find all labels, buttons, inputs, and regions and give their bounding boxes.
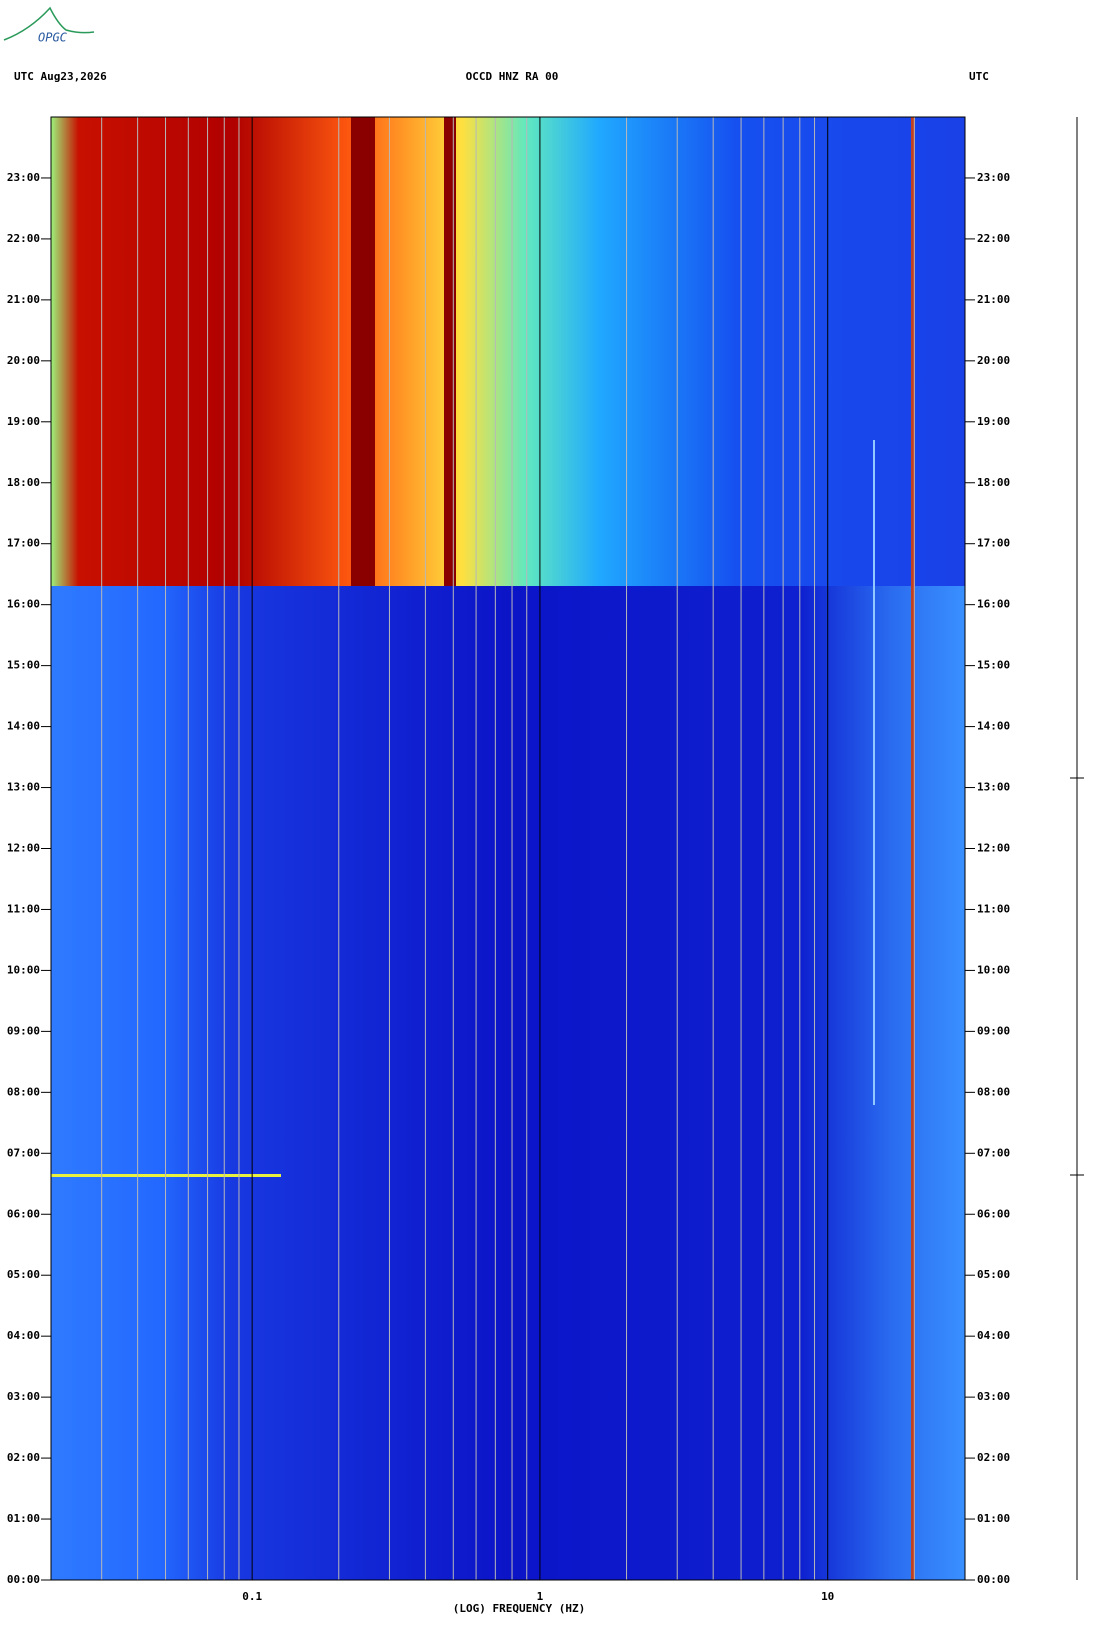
y-tick-label-left: 08:00 bbox=[7, 1085, 40, 1098]
y-tick-label-right: 03:00 bbox=[977, 1390, 1010, 1403]
x-tick-label: 0.1 bbox=[242, 1590, 262, 1603]
y-tick-label-left: 06:00 bbox=[7, 1207, 40, 1220]
y-tick-label-right: 11:00 bbox=[977, 902, 1010, 915]
plot-frame bbox=[50, 116, 966, 1581]
y-tick-label-left: 17:00 bbox=[7, 537, 40, 550]
y-tick-label-left: 20:00 bbox=[7, 354, 40, 367]
y-tick-label-left: 22:00 bbox=[7, 232, 40, 245]
y-tick-label-right: 10:00 bbox=[977, 963, 1010, 976]
y-tick-label-right: 08:00 bbox=[977, 1085, 1010, 1098]
y-tick-label-right: 19:00 bbox=[977, 415, 1010, 428]
y-tick-label-left: 23:00 bbox=[7, 171, 40, 184]
y-tick-label-right: 04:00 bbox=[977, 1329, 1010, 1342]
y-tick-label-left: 15:00 bbox=[7, 659, 40, 672]
y-tick-label-right: 13:00 bbox=[977, 781, 1010, 794]
y-tick-label-right: 00:00 bbox=[977, 1573, 1010, 1586]
y-tick-label-right: 21:00 bbox=[977, 293, 1010, 306]
y-tick-label-left: 02:00 bbox=[7, 1451, 40, 1464]
y-tick-label-right: 15:00 bbox=[977, 659, 1010, 672]
y-tick-label-right: 18:00 bbox=[977, 476, 1010, 489]
logo: OPGC bbox=[3, 6, 95, 45]
y-tick-label-left: 04:00 bbox=[7, 1329, 40, 1342]
y-tick-label-right: 07:00 bbox=[977, 1146, 1010, 1159]
y-tick-label-right: 22:00 bbox=[977, 232, 1010, 245]
y-tick-label-left: 18:00 bbox=[7, 476, 40, 489]
y-tick-label-left: 14:00 bbox=[7, 720, 40, 733]
y-tick-label-right: 17:00 bbox=[977, 537, 1010, 550]
y-tick-label-right: 09:00 bbox=[977, 1024, 1010, 1037]
y-tick-label-right: 05:00 bbox=[977, 1268, 1010, 1281]
y-tick-label-right: 12:00 bbox=[977, 842, 1010, 855]
x-axis-label: (LOG) FREQUENCY (HZ) bbox=[453, 1602, 585, 1615]
y-tick-label-right: 23:00 bbox=[977, 171, 1010, 184]
y-tick-label-left: 10:00 bbox=[7, 963, 40, 976]
spectrogram-image bbox=[51, 117, 965, 1580]
y-tick-label-left: 09:00 bbox=[7, 1024, 40, 1037]
y-tick-label-left: 00:00 bbox=[7, 1573, 40, 1586]
y-tick-label-right: 16:00 bbox=[977, 598, 1010, 611]
x-tick-label: 10 bbox=[821, 1590, 834, 1603]
x-tick-label: 1 bbox=[537, 1590, 544, 1603]
y-tick-label-left: 11:00 bbox=[7, 902, 40, 915]
y-tick-label-right: 02:00 bbox=[977, 1451, 1010, 1464]
right-header: UTC bbox=[969, 70, 989, 83]
logo-text: OPGC bbox=[38, 31, 68, 45]
y-tick-label-left: 03:00 bbox=[7, 1390, 40, 1403]
y-tick-label-left: 12:00 bbox=[7, 842, 40, 855]
y-tick-label-left: 07:00 bbox=[7, 1146, 40, 1159]
y-tick-label-left: 19:00 bbox=[7, 415, 40, 428]
left-header: UTC Aug23,2026 bbox=[14, 70, 107, 83]
y-tick-label-left: 21:00 bbox=[7, 293, 40, 306]
y-tick-label-right: 06:00 bbox=[977, 1207, 1010, 1220]
y-tick-label-left: 13:00 bbox=[7, 781, 40, 794]
y-tick-label-right: 14:00 bbox=[977, 720, 1010, 733]
y-tick-label-right: 01:00 bbox=[977, 1512, 1010, 1525]
seismogram-trace bbox=[1070, 117, 1084, 1580]
y-tick-label-left: 16:00 bbox=[7, 598, 40, 611]
chart-title: OCCD HNZ RA 00 bbox=[466, 70, 559, 83]
y-tick-label-left: 05:00 bbox=[7, 1268, 40, 1281]
y-tick-label-right: 20:00 bbox=[977, 354, 1010, 367]
y-tick-label-left: 01:00 bbox=[7, 1512, 40, 1525]
